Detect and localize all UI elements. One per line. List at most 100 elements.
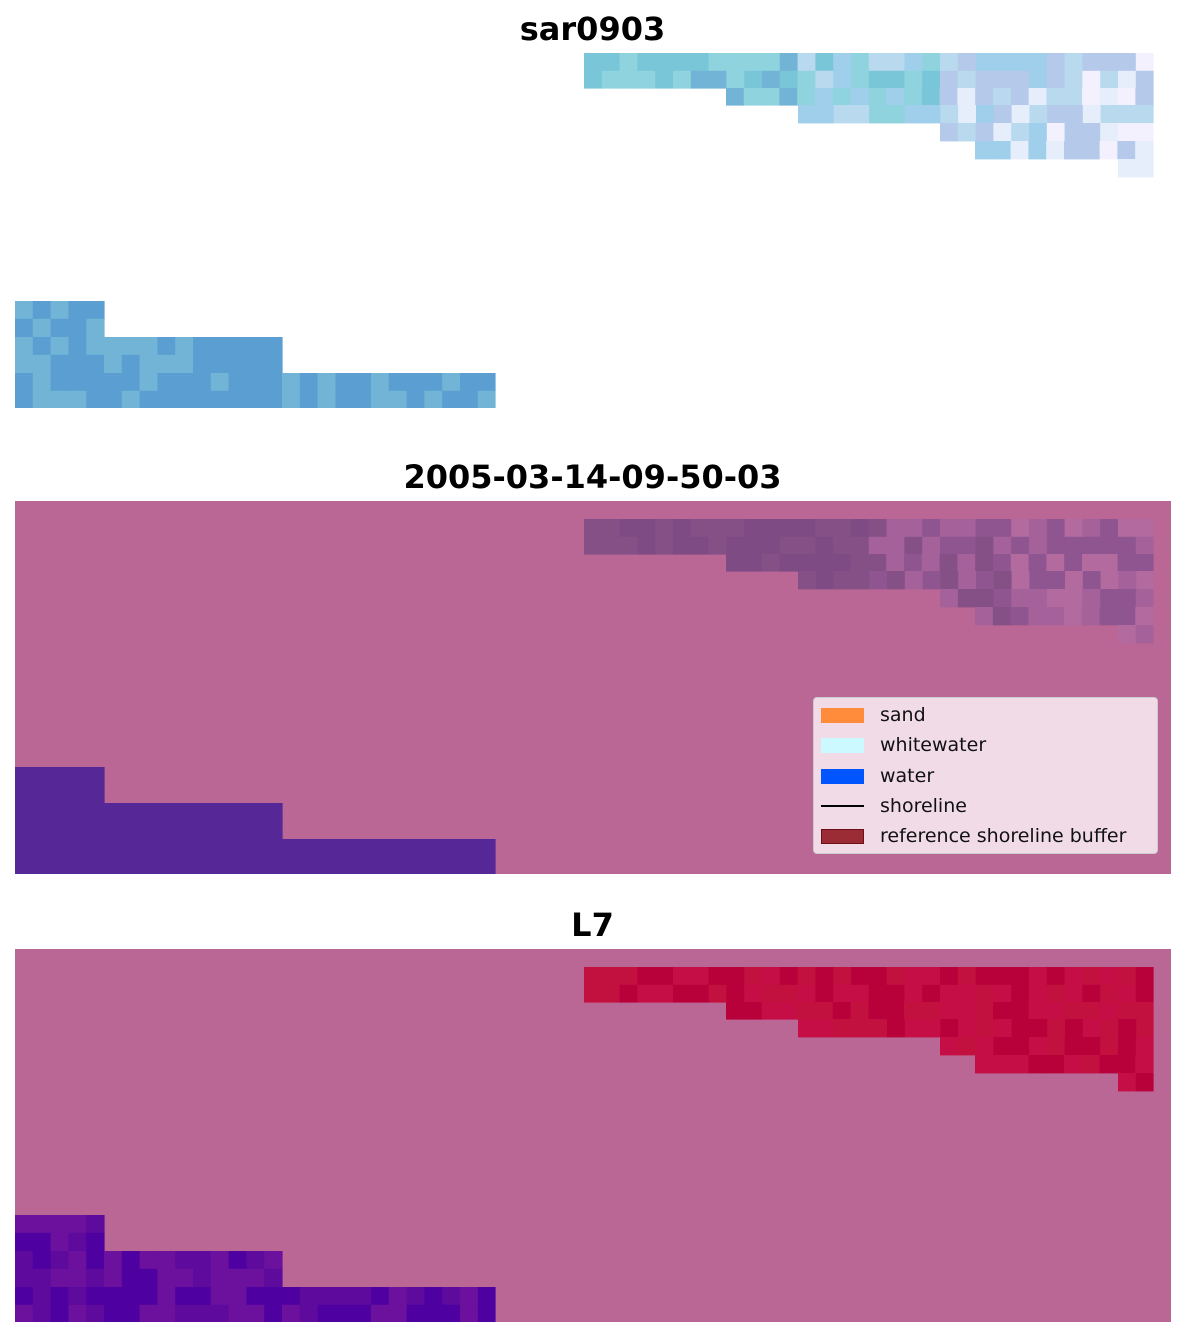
image-pixel	[904, 1019, 924, 1038]
image-pixel	[1011, 967, 1030, 986]
image-pixel	[210, 337, 230, 356]
image-pixel	[1136, 1019, 1154, 1038]
image-pixel	[762, 967, 781, 986]
image-pixel	[1100, 70, 1119, 89]
image-pixel	[32, 767, 52, 786]
image-pixel	[762, 536, 781, 555]
image-pixel	[619, 53, 638, 72]
image-pixel	[264, 1304, 283, 1322]
image-pixel	[210, 839, 230, 858]
image-pixel	[815, 70, 834, 89]
image-pixel	[121, 1304, 141, 1322]
image-pixel	[1011, 1019, 1030, 1038]
image-pixel	[993, 53, 1012, 72]
image-pixel	[1118, 105, 1137, 124]
image-pixel	[1065, 105, 1084, 124]
image-pixel	[833, 967, 852, 986]
image-pixel	[210, 856, 230, 874]
legend-label-whitewater: whitewater	[880, 734, 987, 756]
image-pixel	[175, 1251, 194, 1270]
image-pixel	[193, 803, 212, 822]
image-pixel	[121, 1268, 141, 1288]
image-pixel	[210, 373, 230, 392]
image-pixel	[50, 1304, 69, 1322]
image-pixel	[299, 1287, 319, 1306]
image-pixel	[1135, 1002, 1154, 1020]
image-pixel	[726, 984, 745, 1003]
legend-item-whitewater: whitewater	[821, 734, 986, 756]
image-pixel	[922, 519, 941, 538]
image-pixel	[317, 856, 336, 874]
image-pixel	[50, 318, 69, 338]
image-pixel	[86, 390, 105, 408]
image-pixel	[228, 354, 247, 374]
image-pixel	[690, 984, 710, 1003]
image-pixel	[922, 571, 941, 590]
image-pixel	[886, 519, 905, 538]
image-pixel	[1100, 984, 1119, 1003]
image-pixel	[1135, 536, 1154, 555]
image-pixel	[15, 856, 34, 874]
image-pixel	[104, 1304, 123, 1322]
image-pixel	[175, 803, 194, 822]
image-pixel	[299, 1304, 319, 1322]
image-pixel	[210, 1268, 230, 1288]
image-pixel	[104, 390, 123, 408]
image-pixel	[68, 1232, 87, 1252]
image-pixel	[460, 390, 479, 408]
image-pixel	[869, 1019, 888, 1038]
image-pixel	[1100, 105, 1119, 124]
image-pixel	[32, 373, 52, 392]
image-pixel	[442, 856, 461, 874]
image-pixel	[833, 519, 852, 538]
image-pixel	[1117, 1002, 1136, 1020]
image-pixel	[1082, 1002, 1101, 1020]
image-pixel	[68, 839, 87, 858]
image-pixel	[1082, 519, 1101, 538]
legend-label-water: water	[880, 765, 935, 787]
image-pixel	[833, 53, 852, 72]
image-pixel	[815, 53, 834, 72]
image-pixel	[388, 839, 408, 858]
image-pixel	[797, 536, 816, 555]
image-pixel	[175, 1268, 194, 1288]
image-pixel	[940, 1037, 959, 1056]
image-pixel	[922, 967, 941, 986]
image-pixel	[673, 984, 692, 1003]
image-pixel	[104, 803, 123, 822]
image-pixel	[779, 536, 799, 555]
image-pixel	[86, 373, 105, 392]
image-pixel	[139, 803, 158, 822]
image-pixel	[121, 354, 141, 374]
image-pixel	[886, 984, 905, 1003]
image-pixel	[86, 337, 105, 356]
image-pixel	[1046, 984, 1066, 1003]
image-pixel	[940, 105, 959, 124]
image-pixel	[68, 318, 87, 338]
image-pixel	[371, 856, 390, 874]
whitewater-swatch	[821, 737, 864, 753]
image-pixel	[726, 536, 745, 555]
image-pixel	[993, 984, 1012, 1003]
image-pixel	[1118, 967, 1137, 986]
image-pixel	[139, 390, 158, 408]
image-pixel	[15, 803, 34, 822]
image-pixel	[15, 373, 34, 392]
image-pixel	[50, 1215, 69, 1234]
image-pixel	[673, 53, 692, 72]
image-pixel	[157, 1287, 176, 1306]
image-pixel	[68, 1287, 87, 1306]
image-pixel	[921, 1002, 941, 1020]
image-pixel	[886, 70, 905, 89]
image-pixel	[1082, 123, 1101, 142]
image-pixel	[442, 373, 461, 392]
image-pixel	[957, 536, 977, 555]
image-pixel	[726, 88, 745, 106]
image-pixel	[424, 390, 443, 408]
image-pixel	[619, 70, 638, 89]
image-pixel	[690, 967, 710, 986]
image-pixel	[726, 1002, 745, 1020]
image-pixel	[832, 1002, 852, 1020]
image-pixel	[743, 554, 763, 572]
image-pixel	[798, 1019, 817, 1038]
